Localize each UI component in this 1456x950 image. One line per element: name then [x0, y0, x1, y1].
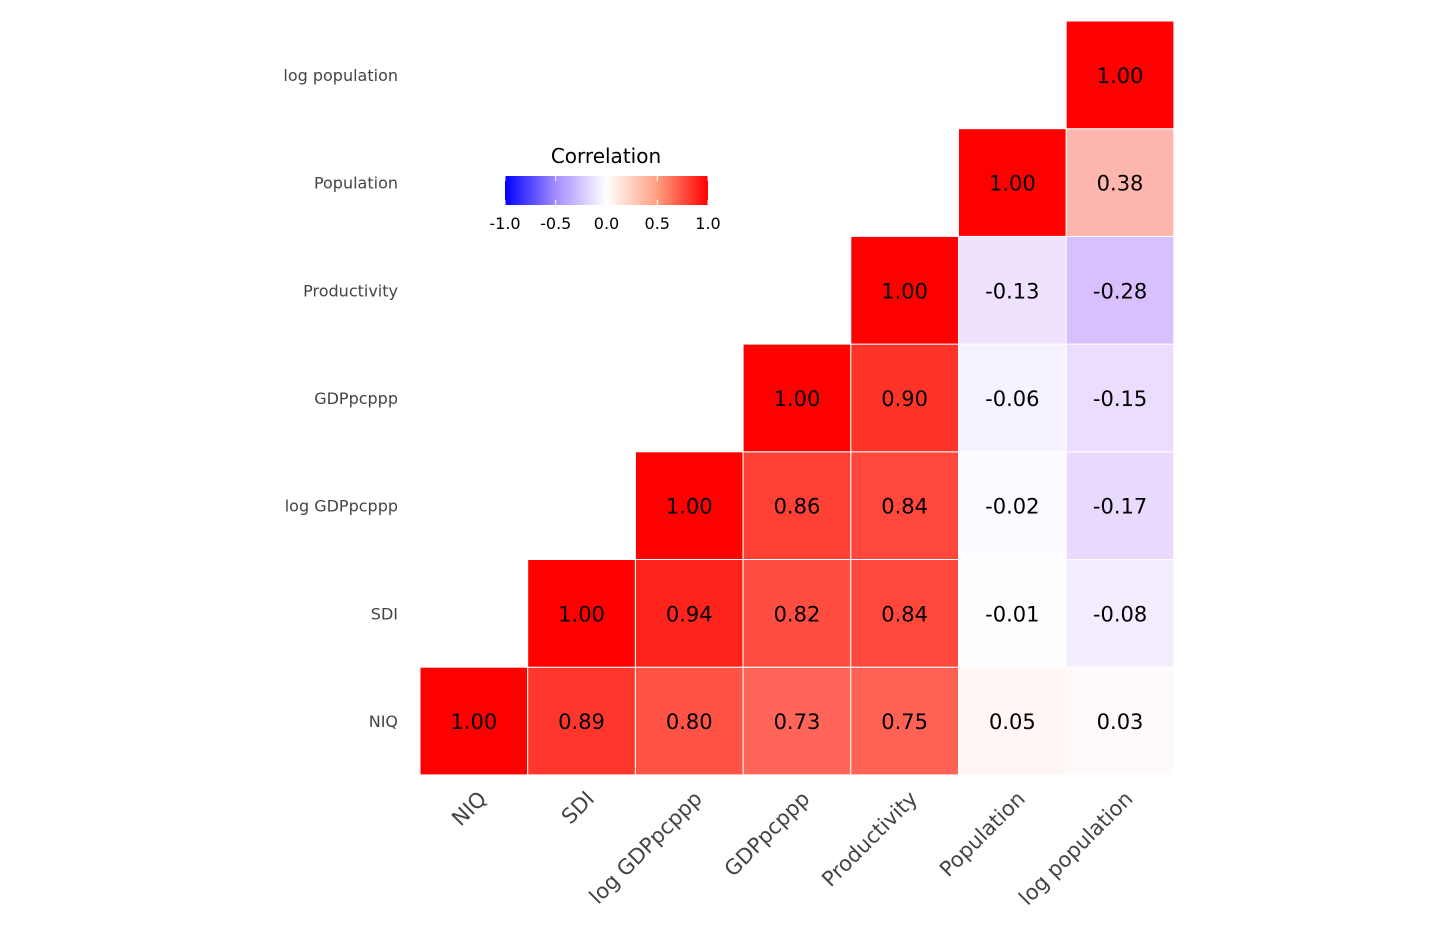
legend-title: Correlation [551, 144, 661, 168]
cell-value-label: 0.03 [1097, 710, 1144, 734]
cell-value-label: -0.17 [1093, 495, 1147, 519]
cell-value-label: -0.13 [985, 279, 1039, 303]
x-tick-label: NIQ [447, 787, 491, 831]
heatmap-cell [1065, 235, 1175, 345]
heatmap-cell [1065, 20, 1175, 130]
cell-value-label: 0.38 [1097, 172, 1144, 196]
heatmap-cell [850, 235, 959, 345]
x-tick-label: GDPpcppp [720, 787, 815, 882]
cell-value-label: 1.00 [881, 279, 928, 303]
heatmap-cell [850, 343, 959, 453]
y-tick-label: Population [314, 174, 398, 193]
cell-value-label: 1.00 [774, 387, 821, 411]
heatmap-cell [1065, 128, 1175, 237]
cell-value-label: 0.94 [666, 602, 713, 626]
cell-value-label: 0.80 [666, 710, 713, 734]
cell-value-label: 1.00 [666, 495, 713, 519]
heatmap-cell [850, 451, 959, 560]
cell-value-label: 0.89 [558, 710, 605, 734]
heatmap-cell [958, 451, 1067, 560]
cell-value-label: 0.86 [774, 495, 821, 519]
heatmap-cell [850, 666, 959, 776]
heatmap-cell [1065, 451, 1175, 560]
cell-value-label: 0.84 [881, 602, 928, 626]
y-tick-label: log population [283, 66, 398, 85]
cell-value-label: -0.02 [985, 495, 1039, 519]
heatmap-cell [634, 451, 744, 560]
heatmap-cell [742, 666, 852, 776]
x-tick-label: log population [1014, 787, 1137, 910]
legend-tick-label: -0.5 [540, 214, 571, 233]
cell-value-label: 0.84 [881, 495, 928, 519]
cell-value-label: 0.05 [989, 710, 1036, 734]
y-tick-label: GDPpcppp [314, 389, 398, 408]
cell-value-label: 1.00 [558, 602, 605, 626]
cell-value-label: -0.28 [1093, 279, 1147, 303]
y-tick-label: NIQ [369, 712, 398, 731]
cell-value-label: 1.00 [989, 172, 1036, 196]
heatmap-cells: 1.00 0.89 0.80 0.73 0.75 0.05 0.03 1.00 0.94 0.82… [419, 20, 1175, 776]
heatmap-cell [1065, 666, 1175, 776]
y-tick-label: Productivity [303, 281, 398, 300]
cell-value-label: -0.06 [985, 387, 1039, 411]
heatmap-cell [958, 559, 1067, 668]
y-axis-labels: NIQ SDI log GDPpcppp GDPpcppp Productivity Po… [283, 66, 398, 731]
heatmap-cell [958, 343, 1067, 453]
cell-value-label: 1.00 [450, 710, 497, 734]
legend-tick-label: 0.0 [594, 214, 619, 233]
x-tick-label: SDI [557, 787, 599, 829]
heatmap-cell [1065, 559, 1175, 668]
heatmap-cell [634, 559, 744, 668]
y-tick-label: SDI [371, 604, 398, 623]
cell-value-label: 0.73 [774, 710, 821, 734]
x-tick-label: Population [935, 787, 1030, 882]
heatmap-cell [527, 559, 636, 668]
cell-value-label: -0.08 [1093, 602, 1147, 626]
legend-tick-label: 1.0 [695, 214, 720, 233]
cell-value-label: -0.01 [985, 602, 1039, 626]
heatmap-cell [419, 666, 529, 776]
cell-value-label: 1.00 [1097, 64, 1144, 88]
legend-tick-label: 0.5 [645, 214, 670, 233]
y-tick-label: log GDPpcppp [285, 497, 398, 516]
x-tick-label: log GDPpcppp [585, 787, 707, 909]
cell-value-label: -0.15 [1093, 387, 1147, 411]
heatmap-cell [742, 559, 852, 668]
legend-tick-label: -1.0 [489, 214, 520, 233]
heatmap-cell [958, 666, 1067, 776]
heatmap-cell [742, 451, 852, 560]
cell-value-label: 0.82 [774, 602, 821, 626]
x-tick-label: Productivity [817, 787, 922, 892]
cell-value-label: 0.75 [881, 710, 928, 734]
cell-value-label: 0.90 [881, 387, 928, 411]
heatmap-cell [742, 343, 852, 453]
heatmap-cell [527, 666, 636, 776]
legend: Correlation -1.0 -0.5 0.0 0.5 1.0 [489, 144, 720, 233]
